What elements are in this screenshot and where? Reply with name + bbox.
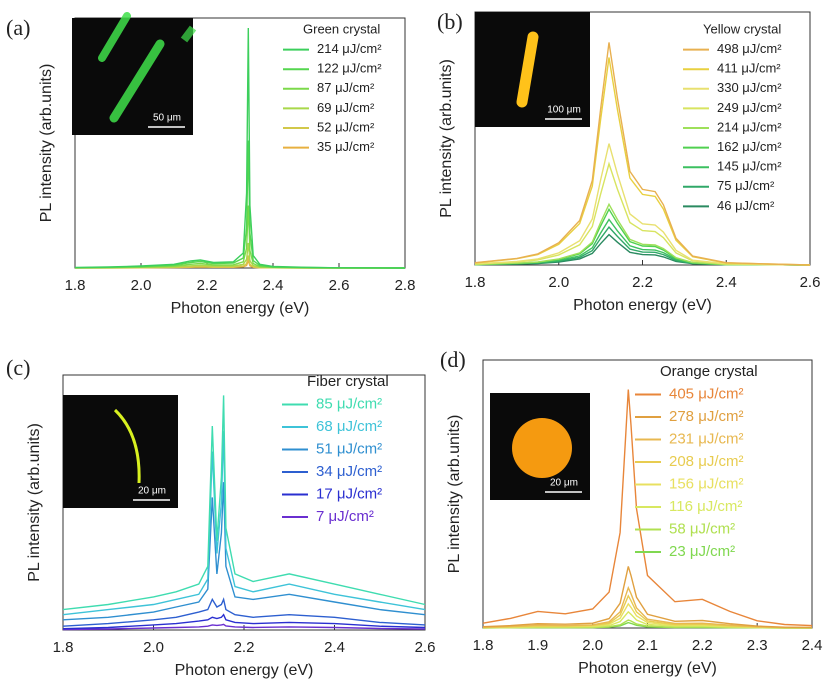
spectrum-line [62, 623, 426, 631]
x-tick-label: 2.2 [692, 637, 713, 654]
legend-label: 34 μJ/cm² [316, 463, 382, 480]
crystal [98, 12, 131, 62]
legend-label: 116 μJ/cm² [669, 498, 742, 515]
legend-label: 231 μJ/cm² [669, 430, 744, 447]
plot-frame [74, 17, 406, 269]
legend-label: 208 μJ/cm² [669, 453, 744, 470]
spectrum-line [474, 218, 811, 266]
panel-label: (c) [6, 355, 30, 380]
scale-bar-label: 100 μm [547, 105, 581, 116]
legend-title: Green crystal [303, 21, 380, 36]
scale-bar-label: 20 μm [138, 486, 166, 497]
legend-label: 411 μJ/cm² [717, 61, 781, 76]
x-tick-label: 1.8 [473, 637, 494, 654]
x-tick-label: 1.8 [53, 639, 74, 656]
x-tick-label: 1.8 [465, 274, 486, 291]
x-tick-label: 2.0 [582, 637, 603, 654]
legend-label: 85 μJ/cm² [316, 395, 382, 412]
spectrum-line [482, 566, 813, 629]
spectrum-line [62, 613, 426, 630]
spectrum-line [474, 143, 811, 266]
legend-title: Fiber crystal [307, 373, 389, 390]
inset-image [72, 18, 193, 135]
scale-bar-label: 20 μm [550, 478, 578, 489]
x-tick-label: 2.4 [263, 277, 284, 294]
spectrum-line [62, 597, 426, 627]
legend-label: 156 μJ/cm² [669, 475, 744, 492]
legend-label: 214 μJ/cm² [317, 41, 382, 56]
x-tick-label: 2.2 [234, 639, 255, 656]
x-tick-label: 2.2 [632, 274, 653, 291]
y-axis-label: PL intensity (arb.units) [26, 423, 43, 582]
panel-label: (d) [440, 347, 466, 372]
spectrum-line [74, 140, 406, 269]
x-tick-label: 2.3 [747, 637, 768, 654]
x-tick-label: 2.6 [329, 277, 350, 294]
legend-label: 51 μJ/cm² [316, 440, 382, 457]
legend-label: 405 μJ/cm² [669, 385, 744, 402]
x-axis-label: Photon energy (eV) [573, 297, 712, 314]
spectrum-line [62, 395, 426, 611]
panel-label: (a) [6, 15, 30, 40]
legend-label: 23 μJ/cm² [669, 543, 735, 560]
crystal [109, 39, 165, 123]
legend-label: 69 μJ/cm² [317, 100, 375, 115]
legend-label: 214 μJ/cm² [717, 119, 782, 134]
legend-label: 17 μJ/cm² [316, 485, 382, 502]
legend-title: Yellow crystal [703, 21, 781, 36]
legend-label: 68 μJ/cm² [316, 418, 382, 435]
x-axis-label: Photon energy (eV) [171, 300, 310, 317]
x-tick-label: 2.6 [800, 274, 821, 291]
y-axis-label: PL intensity (arb.units) [38, 64, 55, 223]
spectrum-line [62, 431, 426, 616]
crystal [512, 418, 572, 478]
x-tick-label: 2.4 [324, 639, 345, 656]
legend-label: 278 μJ/cm² [669, 408, 744, 425]
spectrum-line [62, 482, 426, 621]
x-tick-label: 1.8 [65, 277, 86, 294]
legend-label: 35 μJ/cm² [317, 139, 375, 154]
x-tick-label: 2.0 [548, 274, 569, 291]
legend-label: 162 μJ/cm² [717, 139, 782, 154]
spectrum-line [74, 27, 406, 269]
spectrum-line [482, 585, 812, 629]
legend-label: 249 μJ/cm² [717, 100, 782, 115]
x-tick-label: 2.4 [716, 274, 737, 291]
legend-label: 122 μJ/cm² [317, 61, 382, 76]
scale-bar-label: 50 μm [153, 113, 181, 124]
legend-label: 7 μJ/cm² [316, 508, 374, 525]
crystal [113, 408, 141, 484]
legend-label: 46 μJ/cm² [717, 198, 775, 213]
x-tick-label: 2.0 [143, 639, 164, 656]
y-axis-label: PL intensity (arb.units) [446, 415, 463, 574]
spectrum-line [474, 202, 811, 266]
x-tick-label: 1.9 [527, 637, 548, 654]
x-tick-label: 2.1 [637, 637, 658, 654]
spectrum-line [474, 161, 811, 266]
spectrum-line [74, 205, 405, 269]
x-tick-label: 2.6 [415, 639, 436, 656]
crystal [180, 25, 197, 43]
x-axis-label: Photon energy (eV) [578, 660, 717, 677]
crystal [516, 31, 539, 108]
legend-label: 330 μJ/cm² [717, 80, 782, 95]
x-tick-label: 2.2 [197, 277, 218, 294]
x-axis-label: Photon energy (eV) [175, 662, 314, 679]
spectrum-line [482, 389, 813, 627]
legend-label: 75 μJ/cm² [717, 178, 775, 193]
legend-title: Orange crystal [660, 363, 758, 380]
x-tick-label: 2.8 [395, 277, 416, 294]
legend-label: 58 μJ/cm² [669, 520, 735, 537]
x-tick-label: 2.4 [802, 637, 823, 654]
panel-label: (b) [437, 9, 463, 34]
y-axis-label: PL intensity (arb.units) [438, 59, 455, 218]
legend-label: 145 μJ/cm² [717, 159, 782, 174]
legend-label: 87 μJ/cm² [317, 80, 375, 95]
spectrum-line [474, 42, 811, 266]
legend-label: 52 μJ/cm² [317, 119, 375, 134]
legend-label: 498 μJ/cm² [717, 41, 782, 56]
x-tick-label: 2.0 [131, 277, 152, 294]
